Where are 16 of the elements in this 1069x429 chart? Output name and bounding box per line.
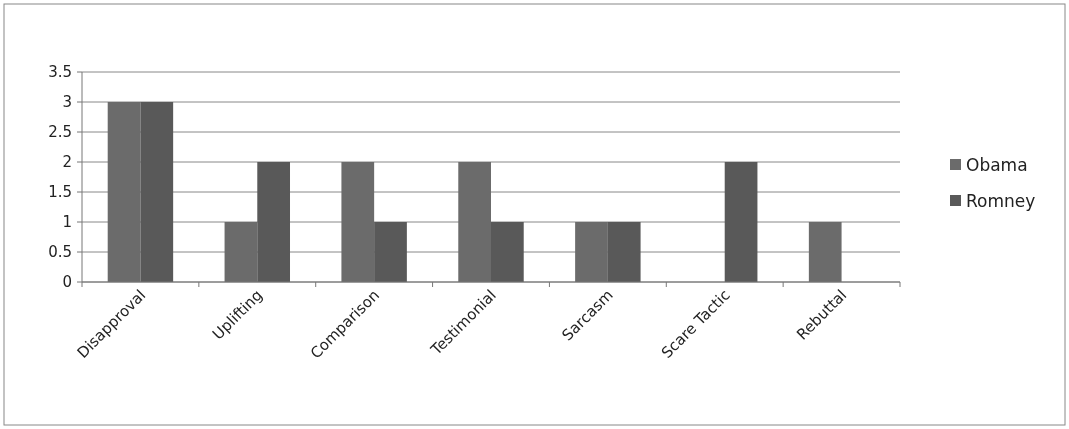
y-tick-label: 1 [62,213,72,232]
y-tick-label: 3.5 [48,63,72,82]
y-tick-label: 1.5 [48,183,72,202]
bar [724,162,758,282]
y-tick-label: 0 [62,273,72,292]
y-tick-label: 3 [62,93,72,112]
bar [257,162,291,282]
legend-label: Romney [966,190,1036,211]
bar [607,222,641,282]
y-tick-label: 0.5 [48,243,72,262]
bar [491,222,524,282]
bar [140,102,174,282]
y-tick-label: 2 [62,153,72,172]
y-tick-label: 2.5 [48,123,72,142]
bar [374,222,407,282]
legend-label: Obama [966,154,1028,175]
